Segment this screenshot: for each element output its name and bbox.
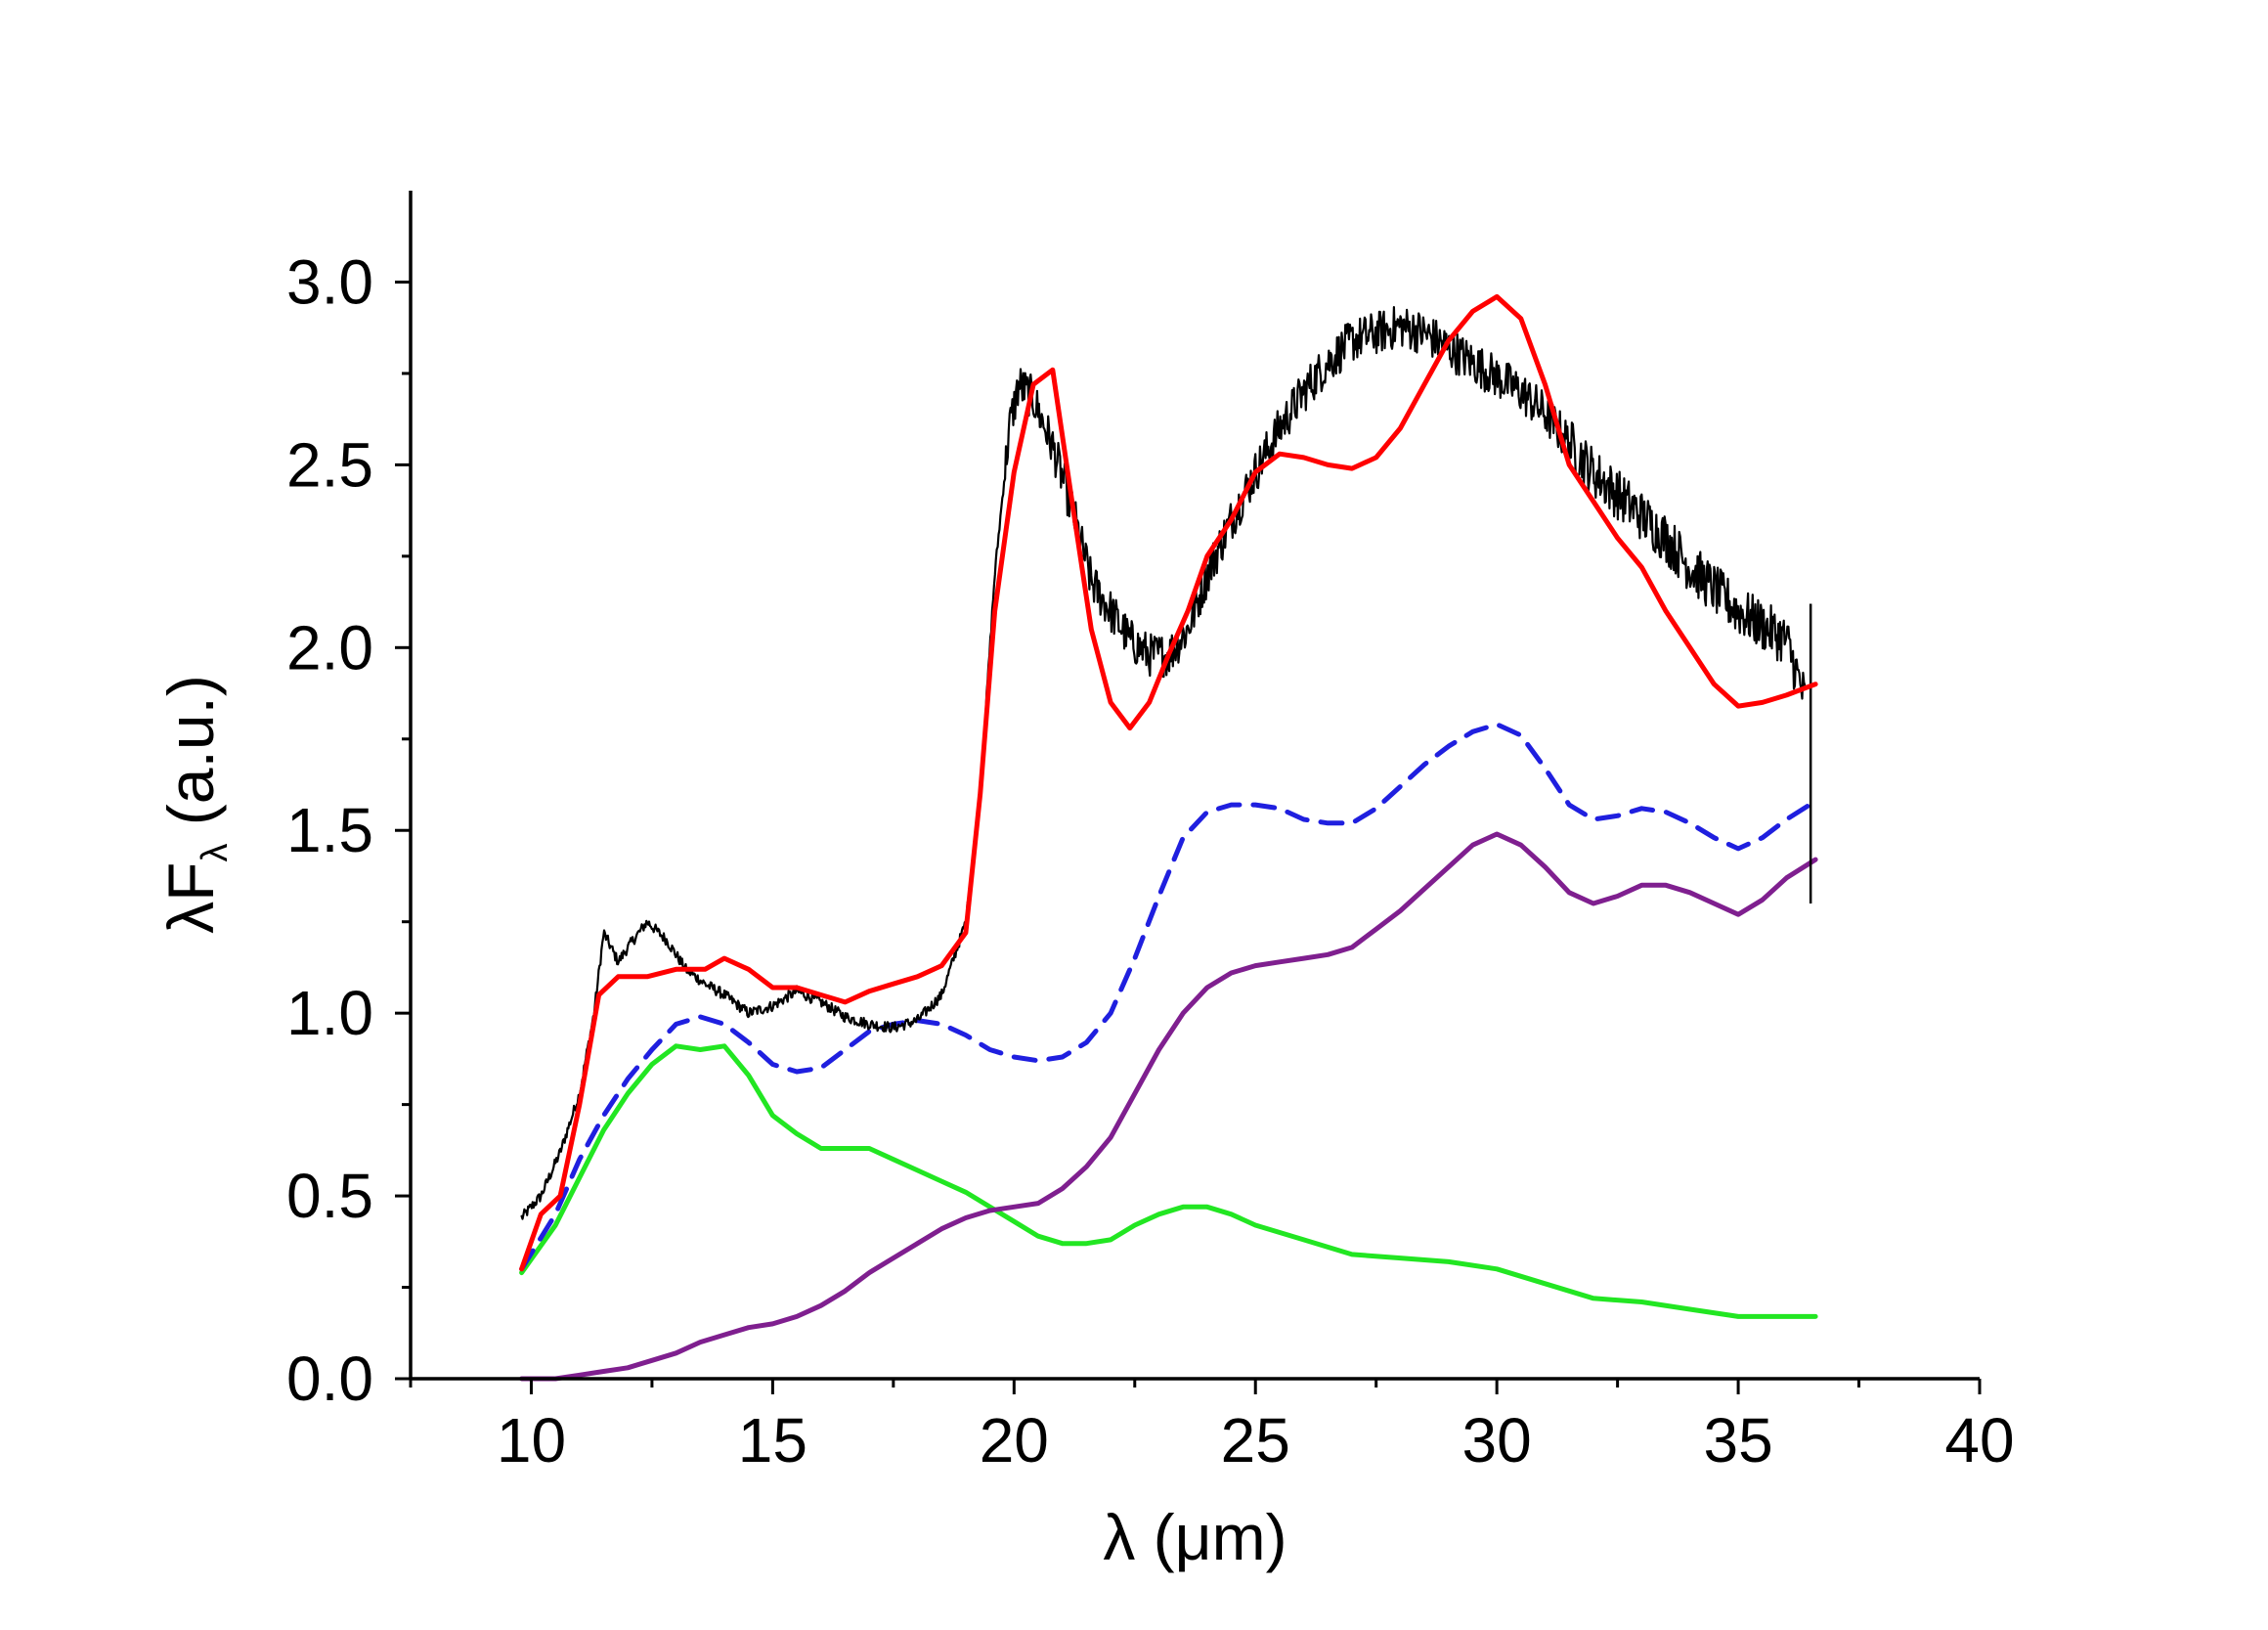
plot-series bbox=[519, 293, 1818, 1382]
x-tick-label: 10 bbox=[497, 1405, 566, 1476]
y-tick-label: 3.0 bbox=[286, 246, 373, 317]
y-axis-label: λFλ (a.u.) bbox=[154, 675, 236, 934]
y-tick-label: 1.0 bbox=[286, 978, 373, 1048]
x-tick-label: 20 bbox=[980, 1405, 1049, 1476]
y-axis-label-unit: (a.u.) bbox=[154, 675, 227, 843]
series-line-model-component-3 bbox=[519, 831, 1818, 1382]
series-line-model-component-2 bbox=[519, 1043, 1818, 1319]
y-tick-label: 1.5 bbox=[286, 795, 373, 865]
y-tick-label: 0.0 bbox=[286, 1344, 373, 1414]
y-tick-label: 2.5 bbox=[286, 429, 373, 500]
y-ticks: 0.0 0.5 1.0 1.5 2.0 2.5 3.0 bbox=[286, 246, 411, 1414]
y-axis-label-main: λF bbox=[154, 862, 227, 934]
y-tick-label: 2.0 bbox=[286, 612, 373, 683]
series-line-observed bbox=[520, 306, 1808, 1220]
x-tick-label: 15 bbox=[738, 1405, 807, 1476]
series-line-model-component-1 bbox=[519, 722, 1818, 1272]
series-line-model-total bbox=[519, 293, 1818, 1272]
y-tick-label: 0.5 bbox=[286, 1161, 373, 1231]
x-tick-label: 25 bbox=[1221, 1405, 1290, 1476]
axes bbox=[409, 191, 1980, 1381]
x-tick-label: 30 bbox=[1462, 1405, 1532, 1476]
x-axis-label: λ (μm) bbox=[1103, 1501, 1287, 1573]
y-axis-label-subscript: λ bbox=[195, 844, 236, 862]
x-tick-label: 35 bbox=[1703, 1405, 1772, 1476]
x-ticks: 10 15 20 25 30 35 40 bbox=[409, 1379, 2015, 1476]
x-tick-label: 40 bbox=[1944, 1405, 2014, 1476]
